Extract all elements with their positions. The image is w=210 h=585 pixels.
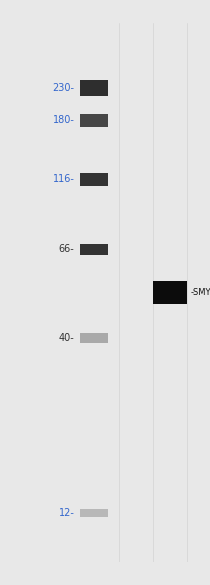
Bar [80, 173, 108, 186]
Bar [80, 81, 108, 95]
Text: 66-: 66- [59, 245, 75, 254]
Text: 180-: 180- [53, 115, 75, 125]
Text: 230-: 230- [52, 83, 75, 93]
Bar [80, 333, 108, 343]
Text: 12-: 12- [59, 508, 75, 518]
Bar [153, 281, 186, 304]
Text: -SMYD3: -SMYD3 [190, 288, 210, 297]
Text: 116-: 116- [53, 174, 75, 184]
Bar [80, 243, 108, 256]
Bar [80, 509, 108, 517]
Text: 40-: 40- [59, 333, 75, 343]
Bar [80, 114, 108, 127]
